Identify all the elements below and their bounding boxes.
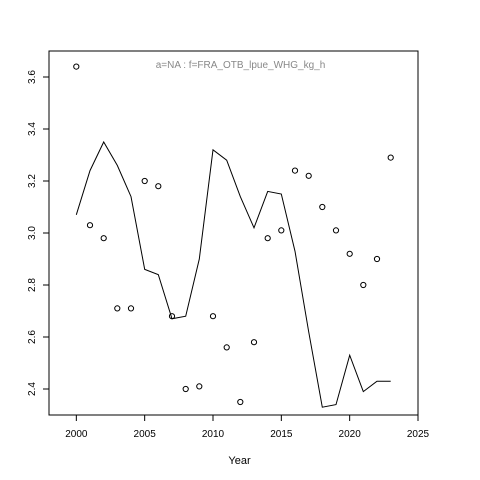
x-tick-label: 2010: [202, 429, 225, 440]
data-point: [86, 222, 94, 229]
data-point: [196, 383, 203, 390]
data-point: [346, 250, 353, 257]
y-tick-label: 2.8: [27, 278, 38, 292]
chart-annotation: a=NA : f=FRA_OTB_lpue_WHG_kg_h: [156, 60, 326, 71]
x-axis: 2000 2005 2010 2015 2020 2025: [65, 415, 430, 440]
data-point: [114, 305, 121, 312]
series-line-group: [75, 140, 391, 408]
series-points-group: [73, 63, 394, 406]
y-tick-label: 2.4: [27, 382, 38, 396]
data-point: [168, 313, 176, 320]
data-point: [250, 339, 258, 346]
data-point: [237, 398, 244, 406]
y-tick-label: 2.6: [27, 330, 38, 344]
data-point: [387, 154, 394, 161]
x-tick-label: 2000: [65, 429, 88, 440]
data-point: [278, 227, 285, 234]
data-point: [305, 172, 312, 179]
data-point: [209, 313, 217, 320]
x-tick-label: 2020: [339, 429, 362, 440]
y-tick-label: 3.0: [27, 226, 38, 240]
data-point: [319, 203, 326, 211]
data-point: [264, 235, 271, 242]
data-point: [100, 235, 107, 242]
y-tick-label: 3.2: [27, 174, 38, 188]
data-point: [73, 63, 80, 70]
y-tick-label: 3.6: [27, 70, 38, 84]
data-point: [223, 344, 230, 351]
data-point: [373, 255, 381, 263]
data-point: [141, 177, 148, 185]
x-tick-label: 2005: [134, 429, 157, 440]
trend-line: [75, 140, 391, 408]
x-axis-label: Year: [228, 455, 251, 467]
data-point: [127, 305, 135, 312]
data-point: [332, 227, 340, 234]
y-axis: 2.4 2.6 2.8 3.0 3.2 3.4 3.6: [27, 70, 49, 396]
data-point: [155, 183, 162, 190]
data-point: [182, 385, 189, 393]
y-tick-label: 3.4: [27, 122, 38, 136]
data-point: [291, 167, 299, 174]
x-tick-label: 2015: [270, 429, 293, 440]
data-point: [360, 281, 367, 289]
x-tick-label: 2025: [407, 429, 430, 440]
